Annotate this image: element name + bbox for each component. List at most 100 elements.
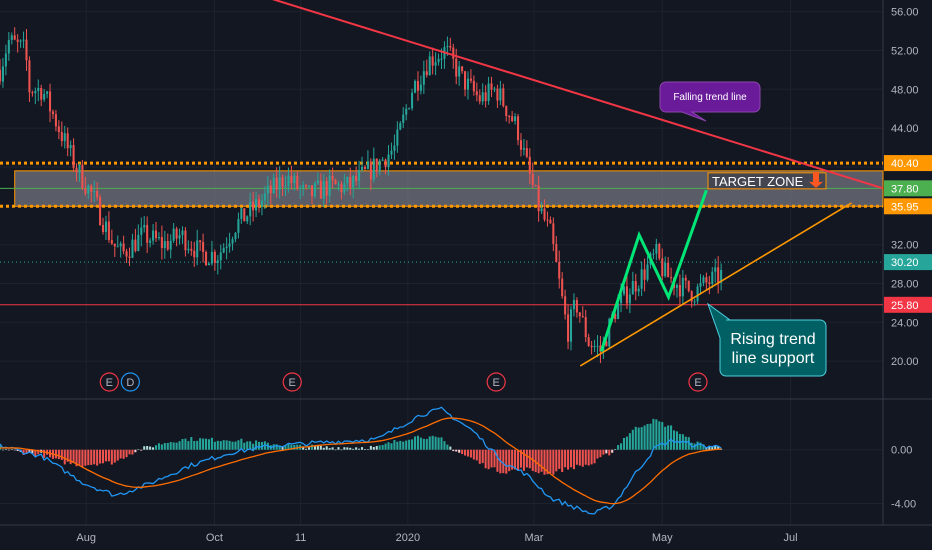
candle [163,241,166,249]
macd-histogram-bar [708,445,711,450]
macd-histogram-bar [558,449,561,469]
candle [152,230,155,241]
macd-histogram-bar [434,436,437,450]
candle [569,309,573,342]
macd-histogram-bar [569,449,573,468]
macd-histogram-bar [160,444,163,450]
candle [593,346,596,348]
candle [646,264,649,280]
candle [346,176,349,184]
candle [381,159,384,161]
price-tick-label: 32.00 [891,240,919,252]
macd-histogram-bar [419,437,422,450]
macd-histogram-bar [169,442,172,450]
candle [667,262,670,278]
candle [54,114,57,127]
macd-histogram-bar [313,446,316,450]
macd-histogram-bar [340,449,343,451]
macd-histogram-bar [390,443,393,450]
macd-histogram-bar [96,449,99,466]
candle [572,299,575,310]
time-tick-label: 2020 [396,532,420,544]
macd-histogram-bar [670,425,673,450]
macd-histogram-bar [360,447,364,450]
candle [661,258,664,277]
candle [49,91,52,112]
candle [43,93,46,100]
price-tick-label: 48.00 [891,84,919,96]
macd-histogram-bar [205,438,208,450]
candle [237,219,240,233]
candle [128,256,131,258]
candle [640,269,643,289]
macd-histogram-bar [522,449,525,471]
event-marker-label: E [694,377,701,389]
candle [143,224,146,228]
candle [675,284,678,288]
candle [178,235,181,239]
falling-trend-callout [659,81,761,122]
candle [696,286,699,302]
candle [60,132,63,142]
candle [269,185,272,194]
macd-histogram-bar [408,439,411,450]
macd-histogram-bar [549,449,552,473]
macd-histogram-bar [343,447,346,450]
time-tick-label: Oct [206,532,223,544]
candle [490,83,493,90]
candle [658,244,661,259]
macd-histogram-bar [540,449,543,472]
candle [408,108,411,110]
macd-histogram-bar [378,445,381,450]
candle [278,177,281,190]
macd-histogram-bar [437,437,440,450]
axes: 20.00 24.00 28.00 32.00 44.00 48.00 52.00 56.00… [76,7,932,544]
candle [252,201,255,211]
candle [175,228,178,239]
macd-histogram-bar [496,449,499,472]
macd-histogram-bar [413,436,417,450]
macd-histogram-bar [352,448,355,450]
target-zone-label: TARGET ZONE [712,174,804,189]
candle [478,95,481,102]
macd-histogram-bar [37,449,40,455]
time-tick-label: Mar [525,532,544,544]
candle [66,133,69,149]
candle [637,288,640,292]
macd-histogram-bar [172,442,175,450]
candle [360,166,364,171]
candle [720,269,723,283]
macd-histogram-bar [87,449,90,466]
candle [590,345,593,348]
macd-histogram-bar [240,438,243,450]
macd-histogram-bar [455,449,458,452]
candle [193,250,196,258]
macd-histogram-bar [490,449,493,468]
candle [546,219,549,221]
candle [231,239,234,244]
candle [358,170,361,181]
candle [57,126,60,133]
candle [372,158,375,180]
macd-histogram-bar [1,449,4,451]
candle [13,35,16,40]
macd-histogram-bar [210,437,213,450]
candle [81,164,84,189]
macd-histogram-bar [358,448,361,450]
candle [93,191,96,193]
macd-histogram-bar [684,436,687,450]
macd-histogram-bar [384,443,387,450]
macd-histogram-bar [622,438,626,450]
candle [399,123,402,130]
candle [499,88,502,101]
candle [384,159,387,168]
macd-histogram-bar [143,446,146,450]
candle [190,248,193,251]
candle [702,277,705,283]
event-marker-label: D [126,377,134,389]
macd-histogram-bar [567,449,570,470]
macd-histogram-bar [546,449,549,475]
candle [708,282,711,284]
macd-histogram-bar [652,418,655,450]
